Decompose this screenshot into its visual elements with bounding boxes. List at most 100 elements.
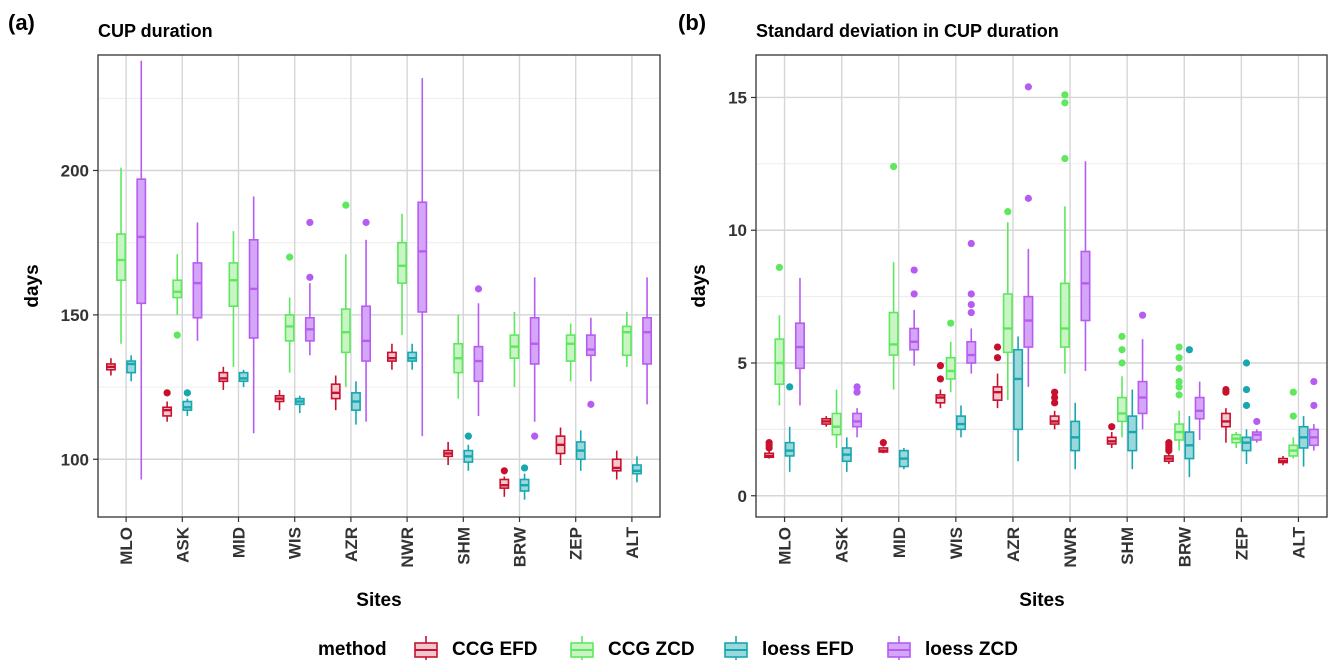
boxplot (966, 239, 977, 374)
box (228, 262, 239, 308)
x-tick-label: MID (890, 527, 909, 558)
outlier-point (306, 218, 314, 227)
box (1013, 348, 1024, 431)
boxplot (992, 343, 1003, 409)
boxplot (632, 456, 642, 483)
boxplot (945, 319, 956, 393)
boxplot (1163, 439, 1174, 464)
panel-b-x-axis-title: Sites (1019, 590, 1064, 611)
box (126, 360, 137, 374)
box (1127, 415, 1138, 452)
legend-label: loess ZCD (925, 639, 1018, 660)
panel-b: (b) Standard deviation in CUP duration 0… (678, 10, 1328, 611)
outlier-point (1024, 194, 1032, 202)
outlier-point (1051, 399, 1059, 407)
panel-a-x-axis-title: Sites (356, 590, 401, 611)
x-tick-label: AZR (342, 527, 361, 562)
boxplot (1059, 91, 1070, 374)
outlier-point (362, 218, 370, 227)
panel-a-y-axis-title: days (22, 264, 43, 307)
outlier-point (183, 389, 191, 397)
boxplot (1241, 359, 1252, 464)
panel-b-title: Standard deviation in CUP duration (756, 21, 1059, 41)
outlier-point (1310, 377, 1318, 386)
outlier-point (1242, 401, 1251, 410)
outlier-point (853, 388, 861, 396)
boxplot (172, 254, 183, 339)
outlier-point (1175, 364, 1183, 372)
x-tick-label: WIS (286, 527, 305, 559)
y-tick-label: 150 (61, 306, 89, 325)
boxplot (585, 317, 596, 408)
outlier-point (1175, 383, 1183, 391)
panel-b-y-axis-title: days (689, 264, 710, 307)
x-tick-label: NWR (398, 527, 417, 568)
boxplot (397, 213, 407, 336)
box (136, 178, 147, 305)
legend-label: CCG EFD (452, 639, 538, 660)
panel-b-x-axis: MLO ASK MID WIS AZR NWR SHM BRW ZEP ALT (776, 517, 1308, 568)
panel-a-y-axis: 100 150 200 (61, 162, 98, 469)
x-tick-label: WIS (947, 527, 966, 559)
boxplot (499, 467, 510, 497)
box (888, 311, 899, 356)
outlier-point (1061, 154, 1069, 163)
legend-item: CCG ZCD (570, 636, 695, 660)
boxplot (1049, 388, 1060, 430)
boxplot (443, 441, 454, 466)
box (909, 327, 920, 351)
box (499, 478, 510, 489)
boxplot (386, 343, 397, 370)
boxplot (136, 60, 147, 480)
box (1241, 436, 1252, 452)
boxplot (1002, 208, 1013, 401)
outlier-point (765, 439, 773, 447)
x-tick-label: MID (230, 527, 249, 558)
outlier-point (1108, 423, 1116, 431)
outlier-point (464, 432, 472, 440)
box (238, 371, 249, 383)
boxplot (831, 389, 842, 448)
outlier-point (173, 331, 181, 339)
boxplot (407, 343, 418, 370)
boxplot (1194, 381, 1205, 440)
outlier-point (1051, 393, 1059, 402)
legend-item: loess EFD (724, 636, 854, 660)
box (784, 441, 795, 457)
box (1049, 415, 1060, 425)
outlier-point (306, 273, 314, 281)
boxplot (611, 450, 622, 480)
outlier-point (1253, 417, 1261, 426)
boxplot (909, 266, 920, 366)
outlier-point (786, 383, 794, 391)
boxplot (565, 323, 576, 382)
box (218, 371, 229, 383)
boxplot (1308, 377, 1319, 451)
outlier-point (1138, 311, 1147, 319)
boxplot (888, 162, 899, 390)
panel-a-label: (a) (8, 10, 35, 35)
box (831, 412, 842, 436)
outlier-point (775, 263, 784, 272)
boxplot (218, 366, 229, 390)
boxplot (463, 432, 474, 471)
x-tick-label: ZEP (567, 527, 586, 560)
outlier-point (1118, 332, 1126, 341)
outlier-point (1051, 388, 1059, 396)
outlier-point (967, 290, 975, 298)
outlier-point (1222, 385, 1230, 394)
x-tick-label: ALT (623, 526, 642, 558)
outlier-point (520, 464, 529, 472)
box (162, 406, 173, 417)
boxplot (1174, 343, 1185, 451)
legend-label: CCG ZCD (608, 639, 695, 660)
boxplot (1298, 416, 1309, 467)
box (417, 201, 428, 313)
panel-a-plot-border (97, 54, 661, 518)
boxplot (473, 285, 484, 416)
box (1023, 295, 1034, 348)
x-tick-label: ASK (173, 526, 192, 563)
boxplot (248, 196, 259, 434)
boxplot (575, 430, 586, 471)
